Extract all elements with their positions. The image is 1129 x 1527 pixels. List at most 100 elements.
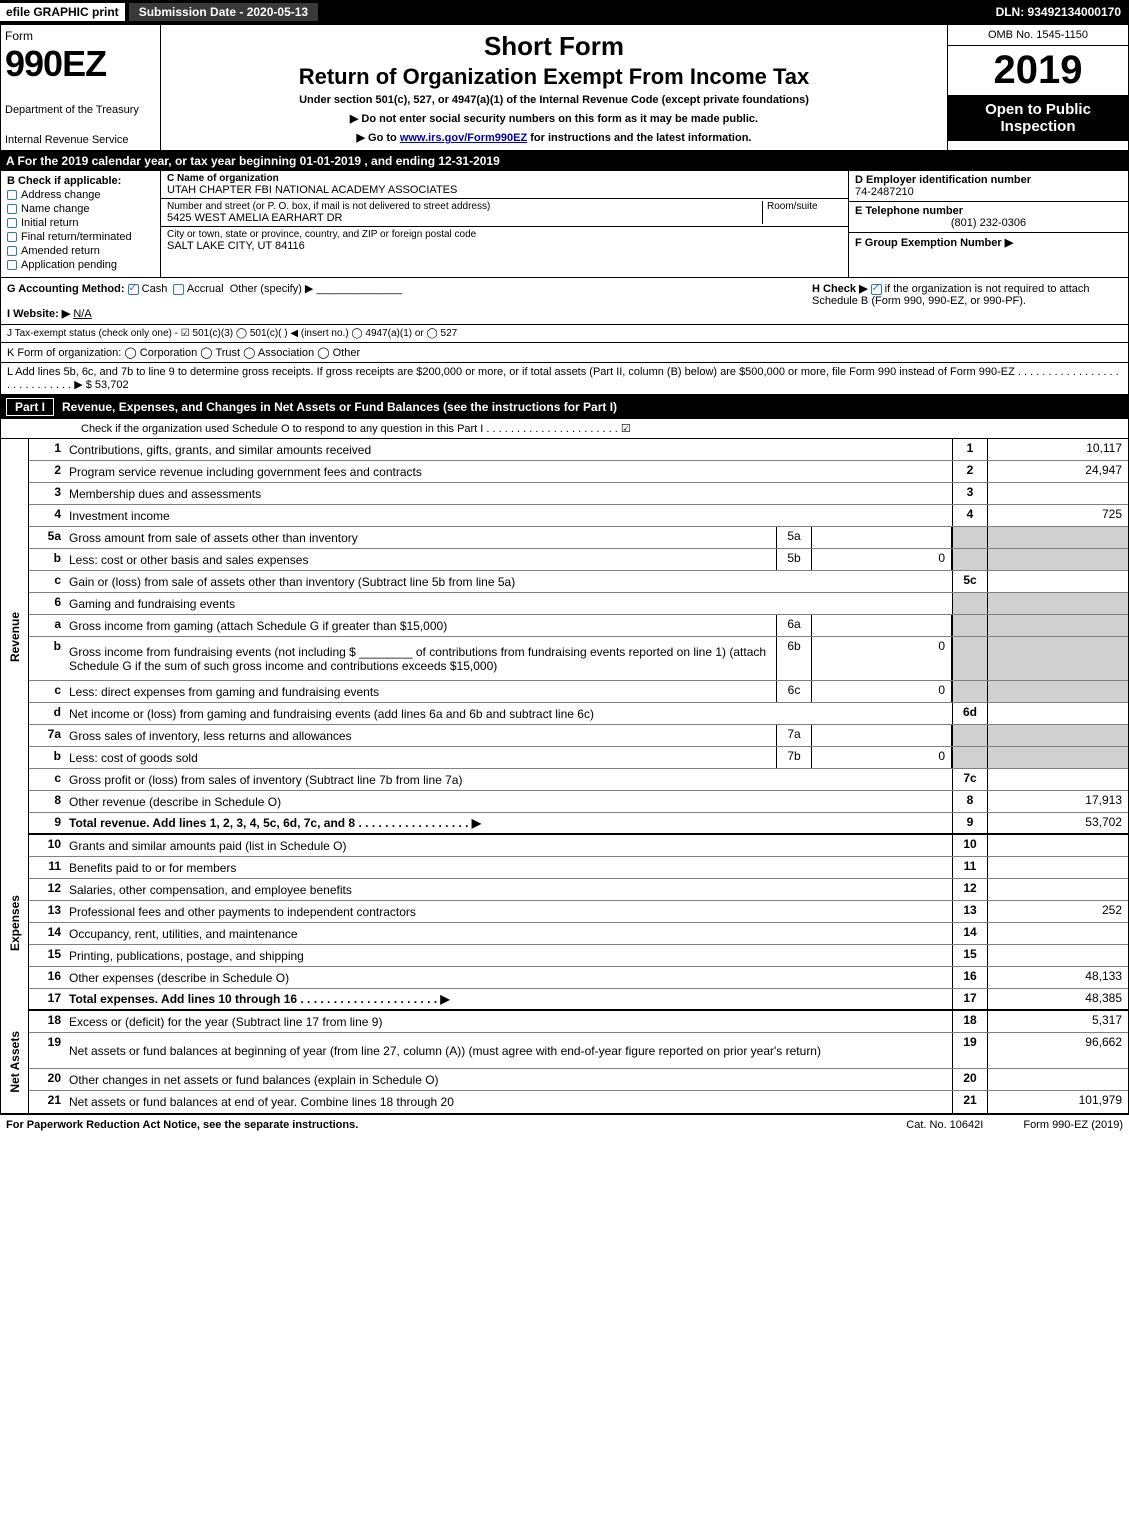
under-section: Under section 501(c), 527, or 4947(a)(1)… [169, 94, 939, 106]
line-ref-gray [952, 747, 988, 768]
section-def: D Employer identification number 74-2487… [848, 171, 1128, 277]
line-ref: 10 [952, 835, 988, 856]
line-desc: Benefits paid to or for members [65, 857, 952, 878]
return-title: Return of Organization Exempt From Incom… [169, 64, 939, 90]
row-l: L Add lines 5b, 6c, and 7b to line 9 to … [0, 363, 1129, 395]
page-footer: For Paperwork Reduction Act Notice, see … [0, 1114, 1129, 1135]
row-k: K Form of organization: ◯ Corporation ◯ … [0, 343, 1129, 363]
line-val [988, 769, 1128, 790]
paperwork-notice: For Paperwork Reduction Act Notice, see … [6, 1119, 866, 1131]
line-subval [812, 527, 952, 548]
org-address: 5425 WEST AMELIA EARHART DR [167, 212, 342, 224]
line-6: 6 Gaming and fundraising events [29, 593, 1128, 615]
line-desc: Membership dues and assessments [65, 483, 952, 504]
omb-number: OMB No. 1545-1150 [948, 25, 1128, 46]
line-5a: 5a Gross amount from sale of assets othe… [29, 527, 1128, 549]
form-number: 990EZ [5, 43, 156, 85]
accrual-label: Accrual [187, 283, 224, 295]
line-1: 1 Contributions, gifts, grants, and simi… [29, 439, 1128, 461]
line-num: a [29, 615, 65, 636]
line-21: 21 Net assets or fund balances at end of… [29, 1091, 1128, 1113]
irs-link[interactable]: www.irs.gov/Form990EZ [400, 132, 527, 144]
chk-label: Final return/terminated [21, 231, 132, 243]
chk-application-pending[interactable]: Application pending [7, 259, 154, 271]
line-desc: Other revenue (describe in Schedule O) [65, 791, 952, 812]
e-label: E Telephone number [855, 205, 963, 217]
accrual-checkbox[interactable] [173, 284, 184, 295]
line-2: 2 Program service revenue including gove… [29, 461, 1128, 483]
line-num: c [29, 681, 65, 702]
line-20: 20 Other changes in net assets or fund b… [29, 1069, 1128, 1091]
line-desc: Net assets or fund balances at beginning… [65, 1033, 952, 1068]
header-left: Form 990EZ Department of the Treasury In… [1, 25, 161, 150]
line-num: 8 [29, 791, 65, 812]
line-ref: 20 [952, 1069, 988, 1090]
room-label: Room/suite [767, 201, 818, 212]
line-ref-gray [952, 725, 988, 746]
cash-label: Cash [142, 283, 168, 295]
line-ref: 16 [952, 967, 988, 988]
line-desc: Total expenses. Add lines 10 through 16 … [65, 989, 952, 1009]
form-header: Form 990EZ Department of the Treasury In… [0, 24, 1129, 151]
line-subval [812, 615, 952, 636]
line-val: 5,317 [988, 1011, 1128, 1032]
chk-name-change[interactable]: Name change [7, 203, 154, 215]
scheduleb-checkbox[interactable] [871, 284, 882, 295]
b-label: B Check if applicable: [7, 175, 154, 187]
line-num: 16 [29, 967, 65, 988]
chk-final-return[interactable]: Final return/terminated [7, 231, 154, 243]
line-num: 10 [29, 835, 65, 856]
line-desc: Less: direct expenses from gaming and fu… [65, 681, 776, 702]
line-subref: 5b [776, 549, 812, 570]
line-ref: 15 [952, 945, 988, 966]
line-subval: 0 [812, 637, 952, 680]
d-label: D Employer identification number [855, 174, 1031, 186]
chk-label: Address change [21, 189, 101, 201]
donot-note: ▶ Do not enter social security numbers o… [169, 112, 939, 125]
part1-heading: Revenue, Expenses, and Changes in Net As… [62, 400, 617, 414]
line-ref: 14 [952, 923, 988, 944]
line-desc: Salaries, other compensation, and employ… [65, 879, 952, 900]
line-14: 14 Occupancy, rent, utilities, and maint… [29, 923, 1128, 945]
line-subval: 0 [812, 747, 952, 768]
chk-initial-return[interactable]: Initial return [7, 217, 154, 229]
row-g-h: G Accounting Method: Cash Accrual Other … [0, 278, 1129, 325]
line-val [988, 571, 1128, 592]
row-j: J Tax-exempt status (check only one) - ☑… [0, 325, 1129, 343]
line-desc: Other changes in net assets or fund bala… [65, 1069, 952, 1090]
line-7c: c Gross profit or (loss) from sales of i… [29, 769, 1128, 791]
line-desc: Grants and similar amounts paid (list in… [65, 835, 952, 856]
line-num: 15 [29, 945, 65, 966]
line-desc: Excess or (deficit) for the year (Subtra… [65, 1011, 952, 1032]
line-subval: 0 [812, 681, 952, 702]
line-num: d [29, 703, 65, 724]
line-10: 10 Grants and similar amounts paid (list… [29, 835, 1128, 857]
cash-checkbox[interactable] [128, 284, 139, 295]
checkbox-icon [7, 232, 17, 242]
line-13: 13 Professional fees and other payments … [29, 901, 1128, 923]
line-ref: 21 [952, 1091, 988, 1113]
line-6c: c Less: direct expenses from gaming and … [29, 681, 1128, 703]
line-ref: 5c [952, 571, 988, 592]
line-ref: 18 [952, 1011, 988, 1032]
line-desc: Gaming and fundraising events [65, 593, 952, 614]
line-desc: Professional fees and other payments to … [65, 901, 952, 922]
short-form-title: Short Form [169, 31, 939, 62]
line-7a: 7a Gross sales of inventory, less return… [29, 725, 1128, 747]
line-num: 5a [29, 527, 65, 548]
line-val: 48,133 [988, 967, 1128, 988]
dln-label: DLN: 93492134000170 [988, 3, 1129, 21]
c-city-label: City or town, state or province, country… [167, 229, 476, 240]
line-desc: Contributions, gifts, grants, and simila… [65, 439, 952, 460]
part1-header: Part I Revenue, Expenses, and Changes in… [0, 395, 1129, 419]
line-8: 8 Other revenue (describe in Schedule O)… [29, 791, 1128, 813]
line-val-gray [988, 593, 1128, 614]
chk-address-change[interactable]: Address change [7, 189, 154, 201]
line-desc: Gross profit or (loss) from sales of inv… [65, 769, 952, 790]
form-word: Form [5, 29, 156, 43]
line-ref: 4 [952, 505, 988, 526]
header-right: OMB No. 1545-1150 2019 Open to Public In… [948, 25, 1128, 150]
chk-amended-return[interactable]: Amended return [7, 245, 154, 257]
chk-label: Application pending [21, 259, 117, 271]
line-ref: 13 [952, 901, 988, 922]
